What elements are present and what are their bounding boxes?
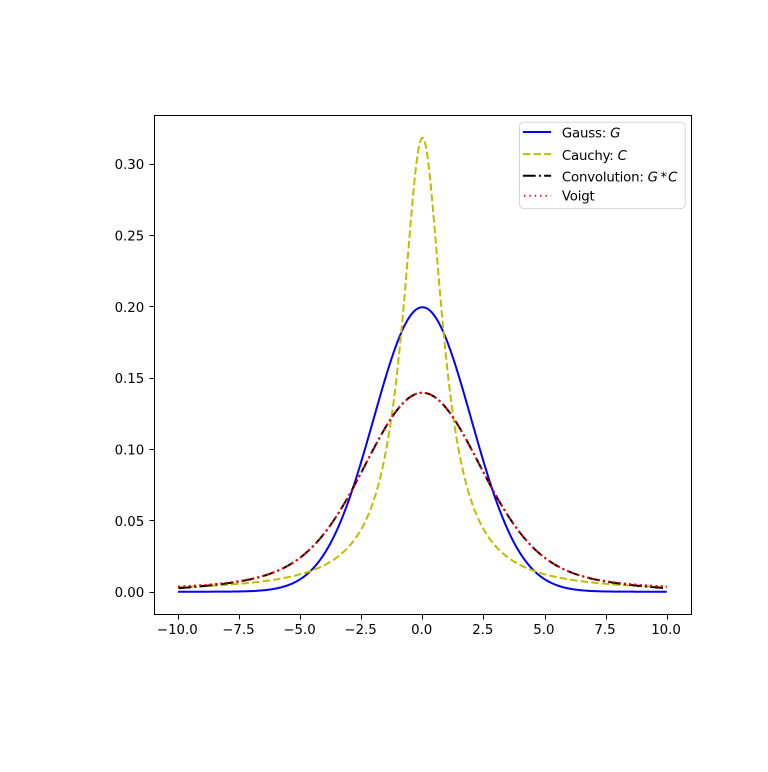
legend-label: Voigt: [562, 190, 595, 205]
y-tick-label: 0.10: [115, 443, 145, 458]
y-tick-label: 0.20: [115, 301, 145, 316]
y-tick-label: 0.30: [115, 158, 145, 173]
y-tick-label: 0.05: [115, 515, 145, 530]
series-gauss-g: [178, 306, 667, 593]
x-tick-label: 7.5: [594, 623, 615, 638]
legend-label: Cauchy: C: [562, 149, 628, 164]
y-tick-label: 0.15: [115, 372, 145, 387]
axes-frame: [154, 115, 692, 615]
x-tick-label: −2.5: [344, 623, 376, 638]
y-tick-label: 0.00: [115, 586, 145, 601]
x-tick-label: −7.5: [222, 623, 254, 638]
legend-label: Convolution: G *C: [562, 171, 678, 186]
x-tick-label: 0.0: [411, 623, 432, 638]
legend-frame: [519, 121, 686, 210]
series-voigt: [177, 391, 667, 588]
legend-label: Gauss: G: [562, 127, 621, 142]
x-tick-label: 10.0: [651, 623, 681, 638]
y-tick-label: 0.25: [115, 230, 145, 245]
series-convolution-g-c: [178, 391, 667, 590]
x-tick-label: 5.0: [533, 623, 554, 638]
series-cauchy-c: [178, 136, 667, 589]
x-tick-label: −10.0: [157, 623, 198, 638]
x-tick-label: 2.5: [472, 623, 493, 638]
x-tick-label: −5.0: [283, 623, 315, 638]
